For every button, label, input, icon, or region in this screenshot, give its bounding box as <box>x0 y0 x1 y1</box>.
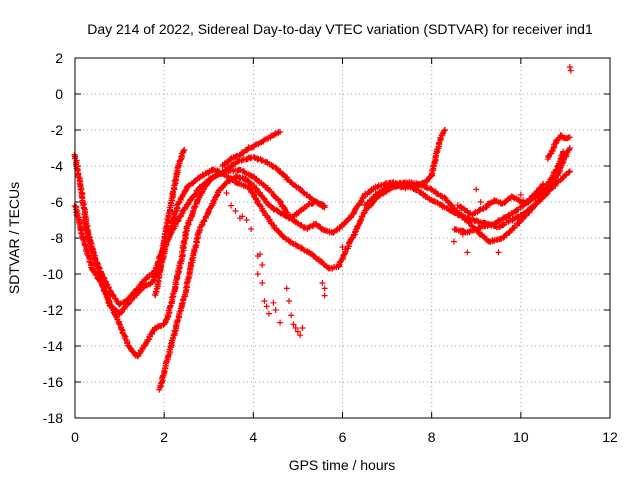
data-point <box>319 280 325 286</box>
y-tick-label: -10 <box>43 266 63 282</box>
x-tick-label: 0 <box>71 429 79 445</box>
x-tick-label: 4 <box>249 429 257 445</box>
y-tick-label: -6 <box>51 194 64 210</box>
data-point <box>299 325 305 331</box>
x-tick-label: 6 <box>339 429 347 445</box>
y-tick-label: -14 <box>43 338 63 354</box>
y-tick-label: -12 <box>43 302 63 318</box>
data-point <box>429 167 435 173</box>
y-tick-label: -4 <box>51 158 64 174</box>
data-point <box>261 298 267 304</box>
data-point <box>284 285 290 291</box>
chart: Day 214 of 2022, Sidereal Day-to-day VTE… <box>0 0 640 480</box>
data-point <box>255 271 261 277</box>
x-tick-label: 12 <box>602 429 618 445</box>
x-tick-label: 10 <box>513 429 529 445</box>
y-tick-label: -8 <box>51 230 64 246</box>
y-axis-label: SDTVAR / TECUs <box>6 182 22 294</box>
data-point <box>322 293 328 299</box>
data-point <box>228 203 234 209</box>
data-point <box>273 307 279 313</box>
data-point <box>567 64 573 70</box>
x-axis-label: GPS time / hours <box>289 457 396 473</box>
x-tick-label: 8 <box>428 429 436 445</box>
data-point <box>259 262 265 268</box>
data-point <box>233 208 239 214</box>
data-point <box>451 239 457 245</box>
data-point <box>264 303 270 309</box>
data-point <box>568 68 574 74</box>
data-point <box>288 312 294 318</box>
data-point <box>286 298 292 304</box>
data-point <box>244 217 250 223</box>
data-point <box>277 320 283 326</box>
y-tick-label: 0 <box>55 86 63 102</box>
y-tick-label: -16 <box>43 374 63 390</box>
data-point <box>322 285 328 291</box>
data-point <box>473 186 479 192</box>
chart-title: Day 214 of 2022, Sidereal Day-to-day VTE… <box>87 21 593 37</box>
y-tick-label: 2 <box>55 50 63 66</box>
grid <box>75 58 610 418</box>
data-points <box>72 64 574 393</box>
data-point <box>464 249 470 255</box>
data-point <box>478 199 484 205</box>
data-point <box>266 311 272 317</box>
data-point <box>259 280 265 286</box>
y-tick-label: -18 <box>43 410 63 426</box>
y-tick-label: -2 <box>51 122 64 138</box>
x-tick-label: 2 <box>160 429 168 445</box>
data-point <box>270 300 276 306</box>
data-point <box>496 249 502 255</box>
data-point <box>224 190 230 196</box>
axis-ticks: 0 2 4 6 8 10 12 2 0 -2 -4 -6 -8 -10 -12 -14 -16 -18 <box>43 50 618 445</box>
